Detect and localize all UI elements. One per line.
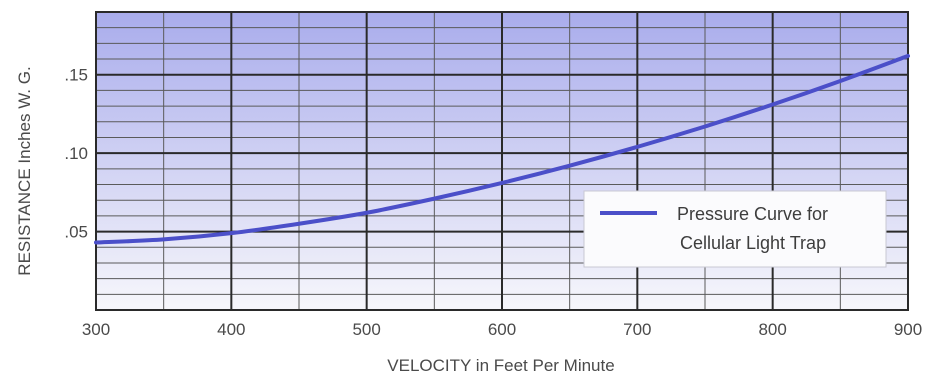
x-tick-label-900: 900: [894, 320, 922, 339]
x-tick-label-300: 300: [82, 320, 110, 339]
x-tick-label-400: 400: [217, 320, 245, 339]
y-tick-label-05: .05: [64, 223, 88, 242]
y-tick-label-10: .10: [64, 144, 88, 163]
legend: Pressure Curve for Cellular Light Trap: [583, 190, 887, 268]
legend-label-line-2: Cellular Light Trap: [680, 233, 826, 253]
series-layer: [94, 53, 910, 245]
y-axis-title: RESISTANCE Inches W. G.: [15, 66, 34, 275]
plot-border: [95, 11, 909, 311]
y-tick-label-15: .15: [64, 66, 88, 85]
x-tick-label-700: 700: [623, 320, 651, 339]
series-line-pressure-curve: [94, 53, 910, 245]
legend-label-line-1: Pressure Curve for: [677, 204, 828, 224]
x-tick-label-800: 800: [758, 320, 786, 339]
x-tick-label-500: 500: [352, 320, 380, 339]
x-tick-labels: 300 400 500 600 700 800 900: [82, 320, 922, 339]
y-tick-labels: .05 .10 .15: [64, 66, 88, 242]
legend-box: [583, 190, 887, 268]
x-axis-title: VELOCITY in Feet Per Minute: [387, 356, 614, 375]
x-tick-label-600: 600: [488, 320, 516, 339]
